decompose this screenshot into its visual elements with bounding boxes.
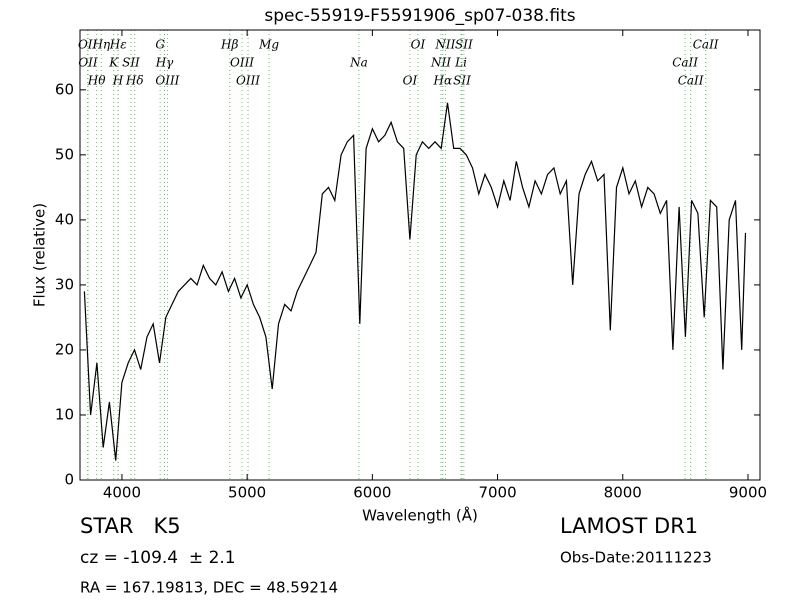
spectral-line-label: OII <box>78 56 98 70</box>
x-tick-label: 4000 <box>103 484 141 502</box>
y-tick-label: 30 <box>55 275 74 293</box>
y-tick-label: 20 <box>55 340 74 358</box>
y-tick-label: 60 <box>55 80 74 98</box>
chart-title: spec-55919-F5591906_sp07-038.fits <box>264 6 575 26</box>
x-tick-label: 6000 <box>353 484 391 502</box>
plot-frame <box>79 29 761 481</box>
spectral-line-label: SII <box>453 74 471 88</box>
spectral-line-label: NII <box>434 38 455 52</box>
spectral-line-label: Hδ <box>125 74 144 88</box>
spectral-line-label: Hγ <box>155 56 174 70</box>
spectral-line-label: Li <box>454 56 467 70</box>
spectral-line-label: OIII <box>230 56 254 70</box>
spectral-line-label: CaII <box>693 38 719 52</box>
spectral-line-label: CaII <box>678 74 704 88</box>
spectral-line-label: OII <box>78 38 98 52</box>
spectral-line-label: Hη <box>91 38 110 52</box>
y-tick-label: 50 <box>55 145 74 163</box>
x-tick-label: 5000 <box>228 484 266 502</box>
spectral-line-label: OIII <box>236 74 260 88</box>
spectral-line-label: SII <box>455 38 473 52</box>
x-axis-label: Wavelength (Å) <box>362 506 478 525</box>
spectral-line-label: Hβ <box>220 38 238 52</box>
x-tick-label: 7000 <box>478 484 516 502</box>
spectral-line-label: NII <box>430 56 451 70</box>
spectral-line-label: K <box>108 56 119 70</box>
spectral-line-label: Mg <box>258 38 279 52</box>
spectrum-line <box>83 102 747 461</box>
x-tick-label: 9000 <box>729 484 767 502</box>
y-tick-label: 10 <box>55 405 74 423</box>
spectral-line-label: OIII <box>155 74 179 88</box>
spectral-line-label: Hε <box>109 38 127 52</box>
x-tick-label: 8000 <box>604 484 642 502</box>
spectral-line-label: OI <box>411 38 426 52</box>
spectral-line-label: G <box>155 38 165 52</box>
redshift: cz = -109.4 ± 2.1 <box>80 548 236 568</box>
y-tick-label: 40 <box>55 210 74 228</box>
coordinates: RA = 167.19813, DEC = 48.59214 <box>80 579 338 597</box>
survey: LAMOST DR1 <box>560 514 698 538</box>
spectral-line-label: SII <box>122 56 140 70</box>
y-tick-label: 0 <box>64 471 74 489</box>
spectral-line-label: Hα <box>433 74 453 88</box>
spectral-line-label: OI <box>403 74 418 88</box>
spectral-line-label: H <box>112 74 124 88</box>
obs-date: Obs-Date:20111223 <box>560 549 712 567</box>
y-axis-label: Flux (relative) <box>31 203 49 307</box>
spectral-line-label: CaII <box>672 56 698 70</box>
spectral-line-label: Na <box>349 56 368 70</box>
spectral-line-label: Hθ <box>87 74 106 88</box>
object-class: STAR K5 <box>80 514 181 538</box>
